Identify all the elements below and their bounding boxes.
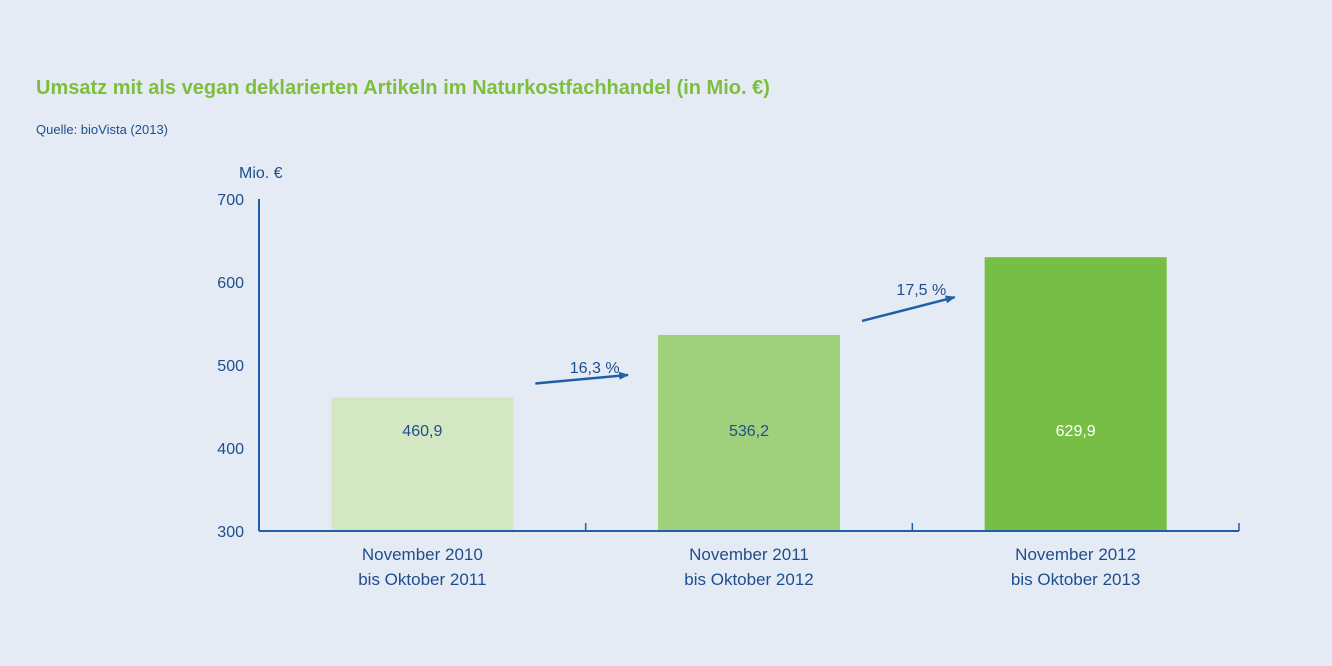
bar-value-label: 629,9	[1056, 423, 1096, 440]
bar	[331, 397, 514, 531]
y-axis-label: Mio. €	[239, 165, 283, 182]
x-tick-label: bis Oktober 2013	[1011, 570, 1140, 589]
y-tick-label: 600	[217, 275, 244, 292]
y-tick-label: 400	[217, 441, 244, 458]
growth-arrow	[535, 371, 629, 385]
growth-arrow	[861, 295, 956, 323]
chart-source: Quelle: bioVista (2013)	[36, 122, 169, 137]
chart-title: Umsatz mit als vegan deklarierten Artike…	[36, 77, 770, 99]
bar	[984, 257, 1167, 531]
x-tick-label: bis Oktober 2012	[684, 570, 813, 589]
bar	[658, 334, 840, 531]
x-tick-label: bis Oktober 2011	[358, 570, 486, 589]
y-tick-label: 500	[217, 358, 244, 375]
growth-label: 16,3 %	[570, 360, 620, 377]
y-tick-label: 300	[217, 524, 244, 541]
bar-value-label: 536,2	[729, 423, 769, 440]
growth-label: 17,5 %	[896, 282, 946, 299]
x-tick-label: November 2011	[689, 545, 809, 564]
bar-value-label: 460,9	[402, 423, 442, 440]
x-tick-label: November 2010	[362, 545, 483, 564]
y-tick-label: 700	[217, 192, 244, 209]
x-tick-label: November 2012	[1015, 545, 1136, 564]
